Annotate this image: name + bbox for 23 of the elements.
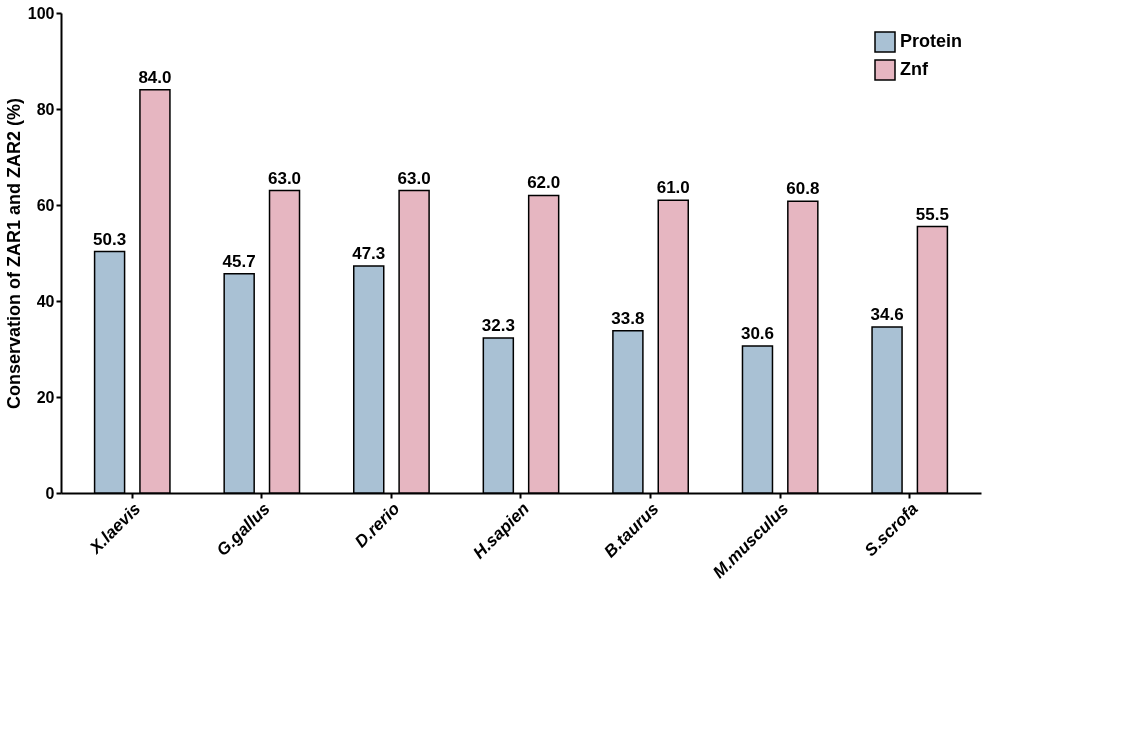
y-tick-label: 40 — [36, 292, 55, 310]
text: 62.0 — [527, 173, 561, 193]
y-tick-label: 0 — [45, 484, 55, 502]
text: 60.8 — [786, 179, 820, 199]
y-tick-label: 60 — [36, 196, 55, 214]
text: 45.7 — [222, 251, 256, 271]
text: 50.3 — [93, 229, 127, 249]
text: 84.0 — [138, 67, 172, 87]
text: 63.0 — [267, 168, 302, 188]
text: 47.3 — [352, 243, 386, 263]
text: 61.0 — [656, 178, 690, 198]
text: 30.6 — [740, 324, 775, 344]
text: 55.5 — [915, 204, 949, 224]
y-tick-label: 100 — [27, 4, 55, 22]
text: 63.0 — [397, 168, 431, 188]
y-tick-label: 20 — [36, 388, 55, 406]
legend-label: Protein — [900, 31, 963, 51]
y-tick-label: 80 — [36, 100, 55, 118]
text: 33.8 — [611, 308, 645, 328]
text: 32.3 — [481, 315, 515, 335]
text: 34.6 — [870, 304, 904, 324]
legend-label: Znf — [900, 59, 929, 79]
y-axis-title: Conservation of ZAR1 and ZAR2 (%) — [3, 97, 24, 410]
